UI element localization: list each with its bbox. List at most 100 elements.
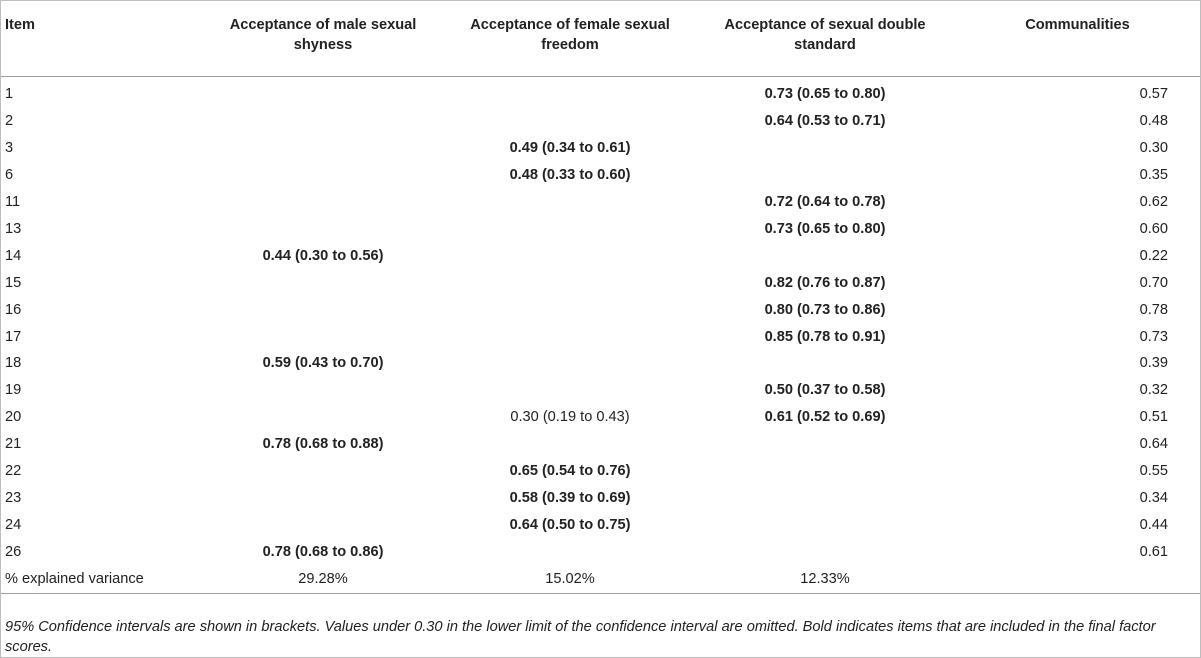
cell-female-freedom: 0.49 (0.34 to 0.61) bbox=[509, 140, 631, 157]
cell-communalities: 0.30 bbox=[1139, 140, 1168, 157]
cell-communalities: 0.39 bbox=[1139, 355, 1168, 372]
column-header-communalities: Communalities bbox=[955, 1, 1200, 77]
column-header-double-standard: Acceptance of sexual double standard bbox=[695, 1, 955, 77]
cell-communalities: 0.55 bbox=[1139, 463, 1168, 480]
cell-double-standard bbox=[695, 162, 955, 189]
cell-item: 11 bbox=[5, 194, 21, 211]
table-row: 20 0.30 (0.19 to 0.43) 0.61 (0.52 to 0.69)… bbox=[1, 404, 1200, 431]
cell-female-freedom bbox=[445, 269, 695, 296]
cell-item: 13 bbox=[5, 221, 22, 237]
cell-communalities: 0.70 bbox=[1139, 274, 1168, 291]
cell-female-freedom bbox=[445, 323, 695, 350]
table-row: 23 0.58 (0.39 to 0.69) 0.34 bbox=[1, 484, 1200, 511]
cell-communalities: 0.61 bbox=[1139, 543, 1168, 560]
table-row: 18 0.59 (0.43 to 0.70) 0.39 bbox=[1, 350, 1200, 377]
table-row: 13 0.73 (0.65 to 0.80) 0.60 bbox=[1, 216, 1200, 243]
cell-communalities: 0.57 bbox=[1139, 86, 1168, 103]
column-header-male-shyness: Acceptance of male sexual shyness bbox=[201, 1, 445, 77]
cell-item: 17 bbox=[5, 328, 22, 345]
cell-communalities: 0.22 bbox=[1139, 247, 1168, 264]
table-header: Item Acceptance of male sexual shyness A… bbox=[1, 1, 1200, 77]
cell-female-freedom: 0.58 (0.39 to 0.69) bbox=[509, 489, 631, 506]
cell-female-freedom bbox=[445, 538, 695, 565]
cell-item: 6 bbox=[5, 167, 14, 184]
table-row: 3 0.49 (0.34 to 0.61) 0.30 bbox=[1, 135, 1200, 162]
cell-item: 3 bbox=[5, 140, 14, 157]
cell-double-standard: 0.85 (0.78 to 0.91) bbox=[764, 328, 886, 345]
cell-female-freedom bbox=[445, 377, 695, 404]
cell-male-shyness bbox=[201, 484, 445, 511]
cell-double-standard: 0.80 (0.73 to 0.86) bbox=[764, 301, 886, 318]
cell-item: 23 bbox=[5, 489, 22, 506]
cell-communalities: 0.34 bbox=[1139, 489, 1168, 506]
cell-male-shyness: 0.59 (0.43 to 0.70) bbox=[262, 355, 384, 372]
cell-double-standard bbox=[695, 538, 955, 565]
cell-male-shyness bbox=[201, 377, 445, 404]
cell-male-shyness bbox=[201, 458, 445, 485]
table-row: 2 0.64 (0.53 to 0.71) 0.48 bbox=[1, 108, 1200, 135]
cell-double-standard bbox=[695, 431, 955, 458]
cell-double-standard bbox=[695, 511, 955, 538]
cell-communalities: 0.35 bbox=[1139, 167, 1168, 184]
cell-item: 16 bbox=[5, 301, 22, 318]
cell-double-standard: 0.72 (0.64 to 0.78) bbox=[764, 194, 886, 211]
cell-female-freedom: 0.64 (0.50 to 0.75) bbox=[509, 516, 631, 533]
table-row: 19 0.50 (0.37 to 0.58) 0.32 bbox=[1, 377, 1200, 404]
cell-male-shyness bbox=[201, 108, 445, 135]
cell-double-standard: 0.73 (0.65 to 0.80) bbox=[764, 221, 886, 237]
cell-male-shyness bbox=[201, 269, 445, 296]
cell-male-shyness bbox=[201, 216, 445, 243]
cell-double-standard bbox=[695, 484, 955, 511]
cell-female-freedom bbox=[445, 350, 695, 377]
cell-double-standard: 0.64 (0.53 to 0.71) bbox=[764, 113, 886, 130]
cell-item: 15 bbox=[5, 274, 22, 291]
table-row: 21 0.78 (0.68 to 0.88) 0.64 bbox=[1, 431, 1200, 458]
cell-communalities: 0.73 bbox=[1139, 328, 1168, 345]
cell-male-shyness: 0.78 (0.68 to 0.86) bbox=[262, 543, 384, 560]
cell-communalities: 0.44 bbox=[1139, 516, 1168, 533]
cell-item: 1 bbox=[5, 86, 14, 103]
table-row: 14 0.44 (0.30 to 0.56) 0.22 bbox=[1, 242, 1200, 269]
cell-female-freedom bbox=[445, 76, 695, 108]
table-row: 15 0.82 (0.76 to 0.87) 0.70 bbox=[1, 269, 1200, 296]
table-row: 1 0.73 (0.65 to 0.80) 0.57 bbox=[1, 76, 1200, 108]
column-header-item: Item bbox=[1, 1, 201, 77]
table-row: 11 0.72 (0.64 to 0.78) 0.62 bbox=[1, 189, 1200, 216]
cell-female-freedom bbox=[445, 296, 695, 323]
cell-female-freedom bbox=[445, 216, 695, 243]
cell-male-shyness bbox=[201, 76, 445, 108]
table-row: 24 0.64 (0.50 to 0.75) 0.44 bbox=[1, 511, 1200, 538]
cell-item: 18 bbox=[5, 355, 22, 372]
table-row: 6 0.48 (0.33 to 0.60) 0.35 bbox=[1, 162, 1200, 189]
cell-female-freedom: 0.65 (0.54 to 0.76) bbox=[509, 463, 631, 480]
cell-male-shyness bbox=[201, 323, 445, 350]
cell-male-shyness bbox=[201, 511, 445, 538]
cell-female-freedom bbox=[445, 242, 695, 269]
cell-communalities: 0.64 bbox=[1139, 436, 1168, 453]
variance-male-shyness: 29.28% bbox=[201, 565, 445, 594]
table-row: 17 0.85 (0.78 to 0.91) 0.73 bbox=[1, 323, 1200, 350]
variance-row: % explained variance 29.28% 15.02% 12.33% bbox=[1, 565, 1200, 594]
variance-communalities bbox=[955, 565, 1200, 594]
cell-female-freedom: 0.30 (0.19 to 0.43) bbox=[510, 409, 630, 426]
cell-female-freedom bbox=[445, 108, 695, 135]
cell-communalities: 0.78 bbox=[1139, 301, 1168, 318]
variance-double-standard: 12.33% bbox=[695, 565, 955, 594]
cell-male-shyness bbox=[201, 296, 445, 323]
table-footnote: 95% Confidence intervals are shown in br… bbox=[5, 619, 1156, 655]
cell-double-standard: 0.73 (0.65 to 0.80) bbox=[764, 86, 886, 103]
cell-communalities: 0.48 bbox=[1139, 113, 1168, 130]
cell-item: 26 bbox=[5, 543, 22, 560]
table-row: 26 0.78 (0.68 to 0.86) 0.61 bbox=[1, 538, 1200, 565]
cell-female-freedom: 0.48 (0.33 to 0.60) bbox=[509, 167, 631, 184]
cell-female-freedom bbox=[445, 189, 695, 216]
variance-label: % explained variance bbox=[1, 565, 201, 594]
cell-male-shyness bbox=[201, 189, 445, 216]
table-body: 1 0.73 (0.65 to 0.80) 0.57 2 0.64 (0.53 to 0… bbox=[1, 76, 1200, 594]
variance-female-freedom: 15.02% bbox=[445, 565, 695, 594]
cell-item: 22 bbox=[5, 463, 22, 480]
cell-male-shyness: 0.78 (0.68 to 0.88) bbox=[262, 436, 384, 453]
cell-double-standard: 0.50 (0.37 to 0.58) bbox=[764, 382, 886, 399]
cell-male-shyness bbox=[201, 162, 445, 189]
